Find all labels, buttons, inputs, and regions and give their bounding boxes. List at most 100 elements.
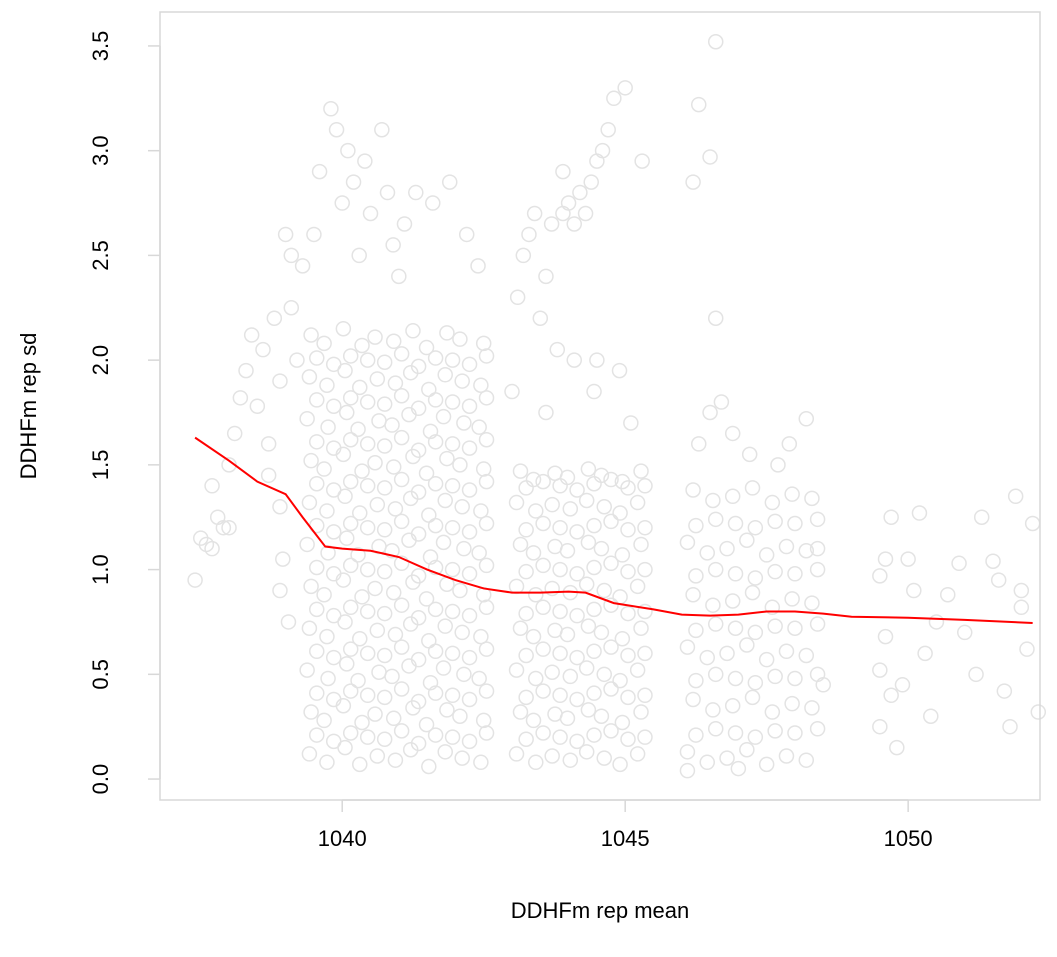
point	[342, 431, 359, 448]
point	[508, 494, 525, 511]
point	[362, 205, 379, 222]
point	[478, 557, 495, 574]
point	[376, 647, 393, 664]
point	[187, 572, 203, 588]
point	[354, 589, 370, 605]
point	[798, 411, 815, 427]
point	[410, 651, 427, 668]
point	[410, 442, 427, 458]
point	[352, 756, 368, 773]
y-tick-label: 3.0	[88, 135, 113, 166]
point	[617, 80, 633, 96]
point	[679, 762, 696, 779]
point	[804, 490, 820, 507]
point	[376, 480, 393, 496]
point	[815, 677, 832, 693]
point	[538, 268, 554, 285]
point	[393, 346, 410, 362]
point	[707, 310, 724, 326]
point	[387, 375, 404, 391]
point	[535, 473, 551, 490]
point	[633, 620, 649, 636]
y-tick-label: 1.5	[88, 450, 113, 481]
point	[928, 614, 945, 630]
point	[294, 258, 311, 274]
point	[707, 721, 724, 737]
point	[369, 622, 386, 639]
point	[614, 547, 631, 563]
point	[439, 325, 455, 341]
point	[309, 685, 325, 701]
point	[359, 645, 376, 662]
point	[968, 666, 984, 683]
point	[425, 195, 441, 211]
y-tick-label: 3.5	[88, 31, 113, 62]
point	[320, 670, 336, 687]
point	[719, 750, 735, 766]
point	[272, 499, 288, 515]
point	[593, 624, 610, 641]
point	[784, 591, 800, 607]
point	[512, 536, 529, 553]
point	[393, 387, 410, 404]
point	[877, 551, 894, 567]
point	[444, 687, 461, 704]
point	[437, 744, 453, 760]
point	[620, 731, 636, 748]
point	[385, 237, 401, 253]
point	[637, 729, 653, 745]
point	[555, 163, 571, 180]
point	[809, 561, 826, 578]
point	[809, 616, 826, 632]
point	[376, 563, 393, 580]
point	[767, 563, 783, 580]
point	[569, 691, 585, 708]
point	[275, 551, 291, 567]
point	[637, 519, 653, 536]
point	[316, 335, 332, 352]
point	[767, 618, 783, 634]
point	[562, 752, 579, 768]
point	[280, 614, 297, 630]
point	[309, 727, 325, 743]
point	[340, 142, 356, 159]
point	[552, 603, 568, 620]
point	[580, 618, 597, 634]
point	[521, 226, 537, 243]
point	[685, 586, 701, 603]
point	[535, 683, 551, 699]
point	[518, 563, 534, 580]
point	[444, 436, 461, 452]
point	[620, 647, 636, 664]
point	[352, 630, 368, 647]
point	[603, 555, 619, 572]
point	[354, 337, 370, 354]
point	[221, 519, 237, 536]
point	[990, 572, 1007, 588]
point	[637, 478, 653, 494]
point	[923, 708, 939, 724]
point	[359, 478, 376, 494]
point	[408, 184, 424, 201]
point	[475, 461, 492, 477]
x-tick-label: 1050	[884, 826, 933, 851]
point	[452, 331, 468, 347]
point	[319, 754, 335, 771]
point	[518, 731, 534, 748]
point	[535, 557, 551, 574]
point	[578, 576, 595, 593]
point	[357, 153, 373, 169]
point	[418, 716, 435, 733]
point	[350, 547, 366, 563]
point	[707, 511, 724, 528]
point	[473, 377, 489, 394]
point	[249, 398, 266, 414]
point	[600, 121, 616, 138]
point	[376, 689, 393, 706]
point	[299, 411, 315, 427]
point	[422, 549, 439, 565]
point	[727, 620, 744, 636]
point	[586, 727, 602, 743]
point	[603, 639, 619, 655]
point	[586, 559, 602, 576]
